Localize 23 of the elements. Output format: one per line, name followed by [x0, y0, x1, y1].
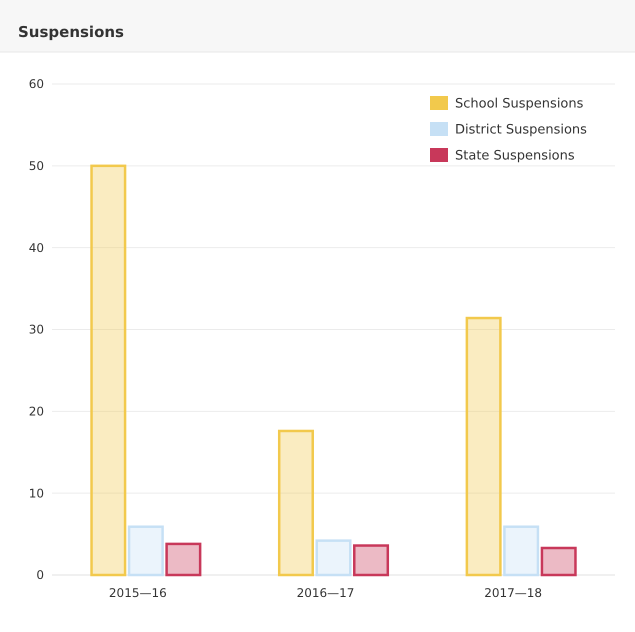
- bar: [278, 430, 314, 576]
- bar: [503, 525, 540, 576]
- legend-label: District Suspensions: [455, 122, 588, 138]
- y-tick-label: 60: [28, 77, 44, 92]
- bar: [540, 546, 577, 576]
- bar: [466, 316, 502, 576]
- bar: [165, 542, 202, 576]
- bar: [353, 544, 390, 576]
- x-tick-label: 2017—18: [484, 586, 542, 600]
- x-tick-label: 2015—16: [108, 586, 167, 600]
- legend-label: State Suspensions: [455, 148, 575, 164]
- y-tick-label: 30: [28, 322, 44, 337]
- y-tick-label: 50: [28, 159, 44, 174]
- x-tick-label: 2016—17: [296, 586, 354, 600]
- bar: [90, 164, 126, 576]
- chart-title: Suspensions: [18, 23, 124, 41]
- bar: [315, 539, 352, 576]
- legend-label: School Suspensions: [455, 96, 584, 112]
- y-tick-label: 20: [28, 404, 44, 419]
- bar: [128, 525, 164, 576]
- y-tick-label: 0: [36, 568, 44, 582]
- y-tick-label: 10: [28, 486, 44, 500]
- y-tick-label: 40: [28, 240, 44, 255]
